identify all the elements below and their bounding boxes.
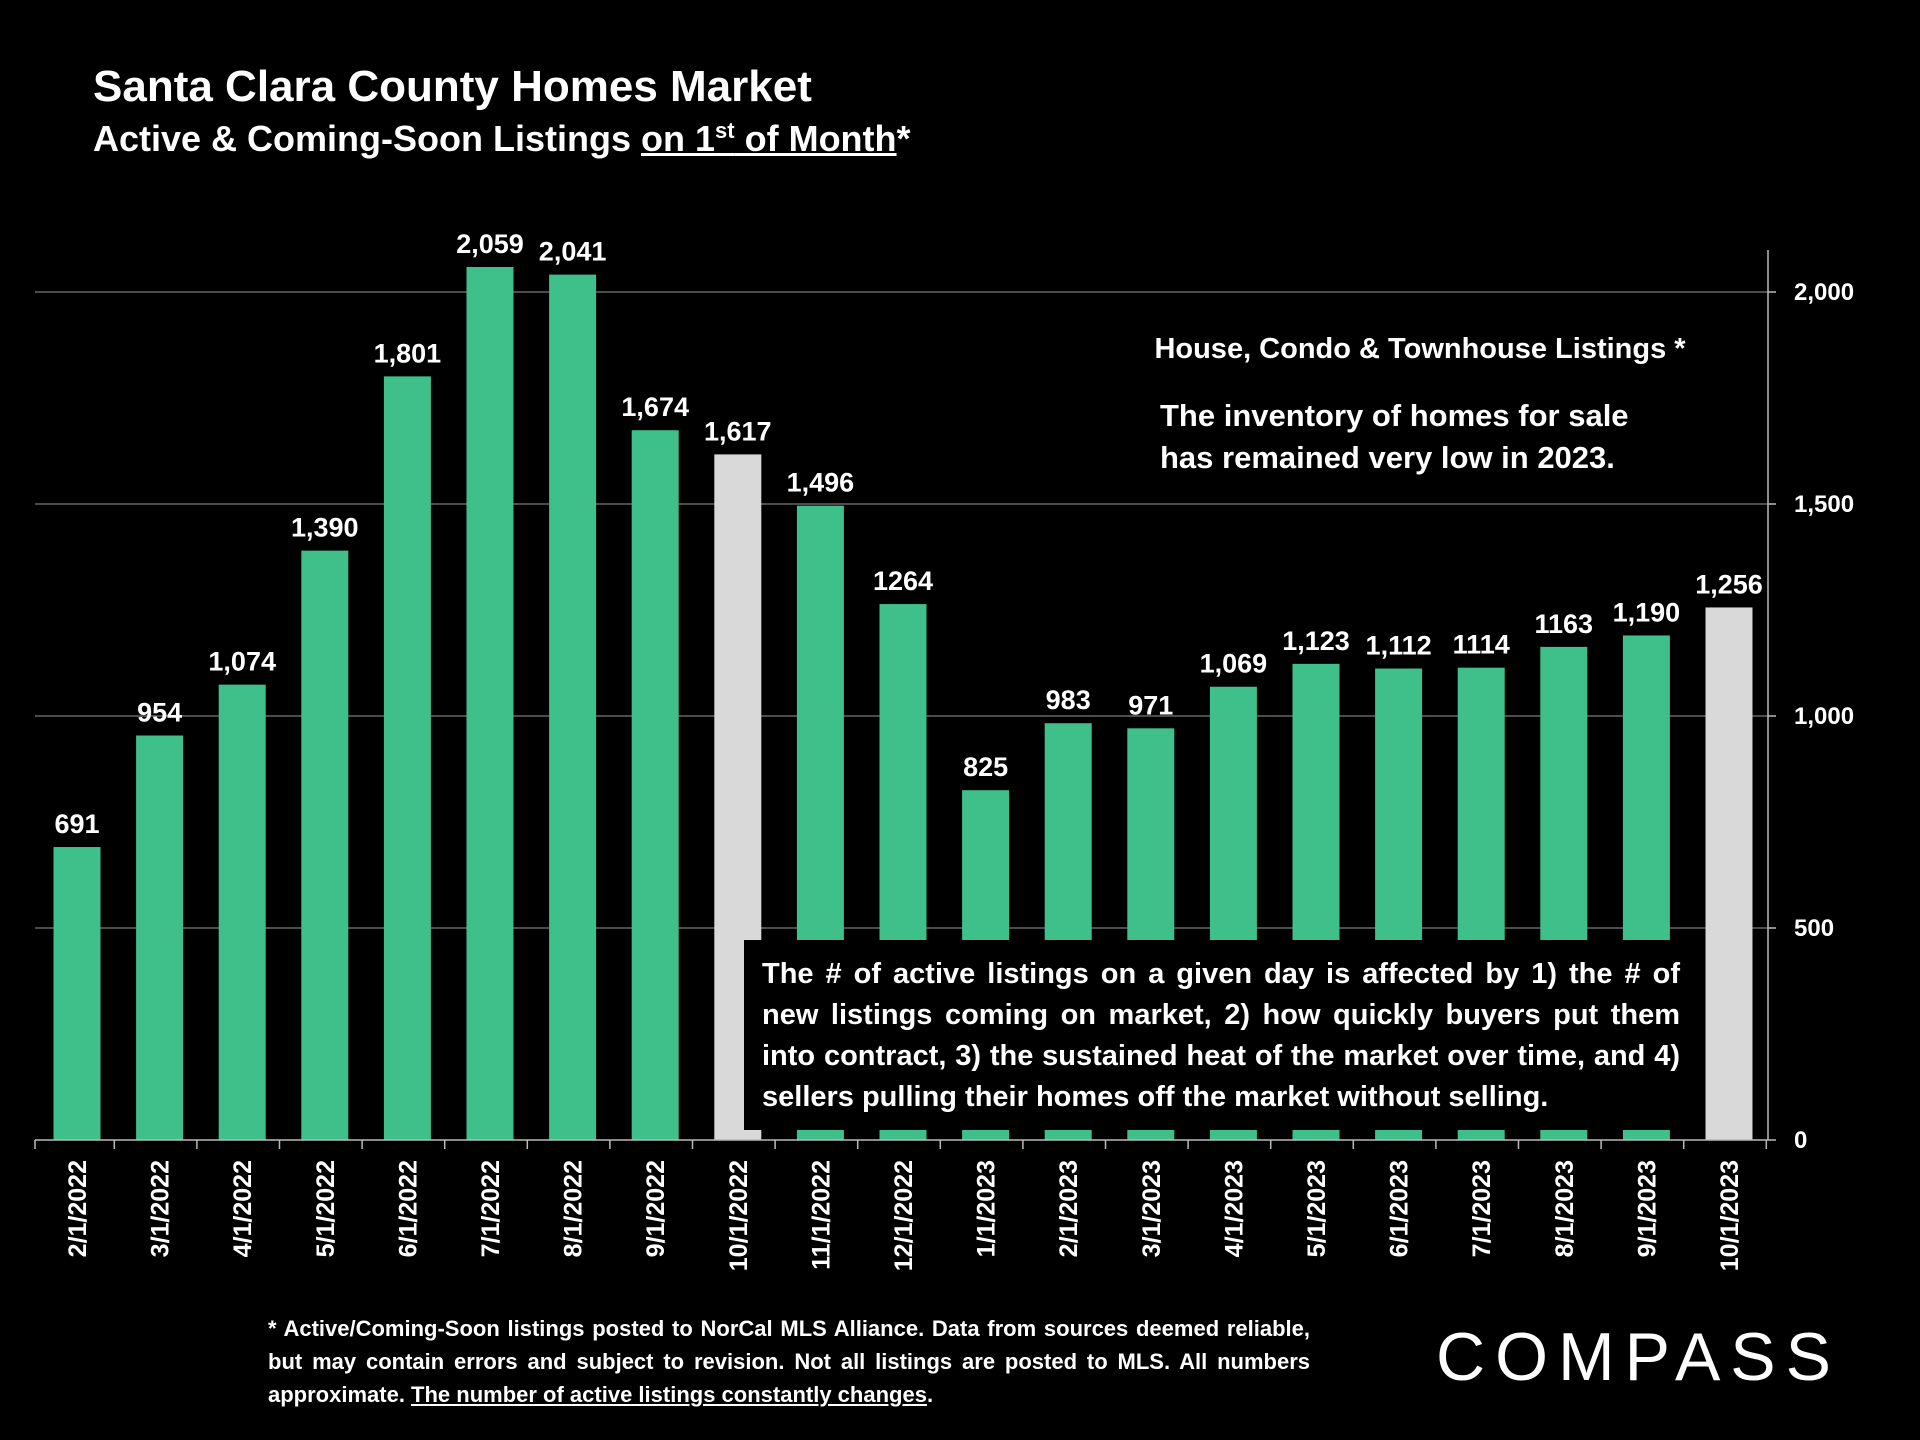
bar — [136, 735, 184, 1140]
x-tick-label: 4/1/2022 — [229, 1160, 257, 1257]
x-tick-label: 8/1/2022 — [560, 1160, 588, 1257]
data-label: 1,256 — [1695, 569, 1763, 599]
x-tick-label: 12/1/2022 — [890, 1160, 918, 1271]
x-tick-label: 5/1/2022 — [312, 1160, 340, 1257]
data-label: 1,496 — [787, 468, 855, 498]
y-tick-label: 500 — [1794, 915, 1834, 942]
x-tick-label: 1/1/2023 — [973, 1160, 1001, 1257]
subtitle-ul-post: of Month — [734, 118, 897, 159]
footnote-underlined: The number of active listings constantly… — [411, 1382, 927, 1407]
x-tick-label: 2/1/2022 — [64, 1160, 92, 1257]
subtitle-sup: st — [715, 118, 735, 143]
data-label: 1163 — [1535, 609, 1594, 639]
chart-subtitle: Active & Coming-Soon Listings on 1st of … — [93, 118, 911, 160]
bar — [301, 550, 349, 1140]
bar — [383, 376, 431, 1141]
subtitle-ul-pre: on 1 — [641, 118, 716, 159]
subtitle-pre: Active & Coming-Soon Listings — [93, 118, 642, 159]
data-label: 1,112 — [1366, 631, 1432, 661]
bar — [549, 274, 597, 1141]
data-label: 1,801 — [374, 338, 442, 368]
data-label: 1,617 — [704, 416, 772, 446]
data-label: 1,674 — [621, 392, 689, 422]
x-tick-label: 7/1/2023 — [1468, 1160, 1496, 1257]
y-tick-label: 1,000 — [1794, 703, 1854, 730]
data-label: 971 — [1128, 690, 1173, 720]
data-label: 1,190 — [1613, 597, 1681, 627]
compass-logo: COMPASS — [1436, 1319, 1842, 1395]
x-tick-label: 4/1/2023 — [1220, 1160, 1248, 1257]
data-label: 1,123 — [1282, 626, 1350, 656]
bar — [53, 847, 101, 1140]
x-tick-label: 11/1/2022 — [807, 1160, 835, 1270]
footnote-end: . — [926, 1382, 934, 1407]
data-label: 2,041 — [539, 237, 607, 267]
x-tick-label: 10/1/2023 — [1716, 1160, 1744, 1271]
chart-title: Santa Clara County Homes Market — [93, 62, 812, 111]
subtitle-post: * — [896, 118, 911, 159]
x-tick-label: 9/1/2022 — [642, 1160, 670, 1257]
x-tick-label: 3/1/2023 — [1138, 1160, 1166, 1257]
y-tick-label: 0 — [1794, 1127, 1807, 1154]
data-label: 1114 — [1453, 630, 1510, 660]
listing-types-note: House, Condo & Townhouse Listings * — [1154, 333, 1686, 365]
subtitle-underlined: on 1st of Month — [641, 118, 897, 159]
inventory-note: The inventory of homes for sale has rema… — [1160, 398, 1629, 475]
data-label: 983 — [1046, 685, 1091, 715]
x-tick-label: 9/1/2023 — [1633, 1160, 1661, 1257]
data-label: 2,059 — [456, 229, 524, 259]
x-tick-label: 6/1/2022 — [394, 1160, 422, 1257]
x-tick-label: 7/1/2022 — [477, 1160, 505, 1257]
data-label: 954 — [137, 698, 182, 728]
data-label: 1,069 — [1200, 649, 1268, 679]
data-label: 1,390 — [291, 513, 359, 543]
bar — [466, 266, 514, 1140]
data-label: 1,074 — [208, 647, 276, 677]
footnote: * Active/Coming-Soon listings posted to … — [268, 1312, 1310, 1411]
x-tick-label: 2/1/2023 — [1055, 1160, 1083, 1257]
data-label: 691 — [54, 809, 99, 839]
x-tick-label: 8/1/2023 — [1551, 1160, 1579, 1257]
x-tick-label: 3/1/2022 — [147, 1160, 175, 1257]
y-tick-label: 2,000 — [1794, 279, 1854, 306]
data-label: 1264 — [873, 566, 933, 596]
bar — [218, 684, 266, 1140]
x-tick-label: 10/1/2022 — [725, 1160, 753, 1271]
explanation-box: The # of active listings on a given day … — [744, 940, 1698, 1130]
bar — [1705, 607, 1753, 1140]
x-tick-label: 6/1/2023 — [1386, 1160, 1414, 1257]
bar — [631, 430, 679, 1140]
y-tick-label: 1,500 — [1794, 491, 1854, 518]
x-tick-label: 5/1/2023 — [1303, 1160, 1331, 1257]
data-label: 825 — [963, 752, 1008, 782]
footnote-text: * Active/Coming-Soon listings posted to … — [268, 1316, 1310, 1407]
